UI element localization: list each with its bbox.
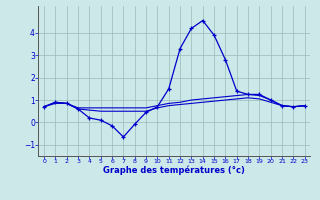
X-axis label: Graphe des températures (°c): Graphe des températures (°c)	[103, 166, 245, 175]
